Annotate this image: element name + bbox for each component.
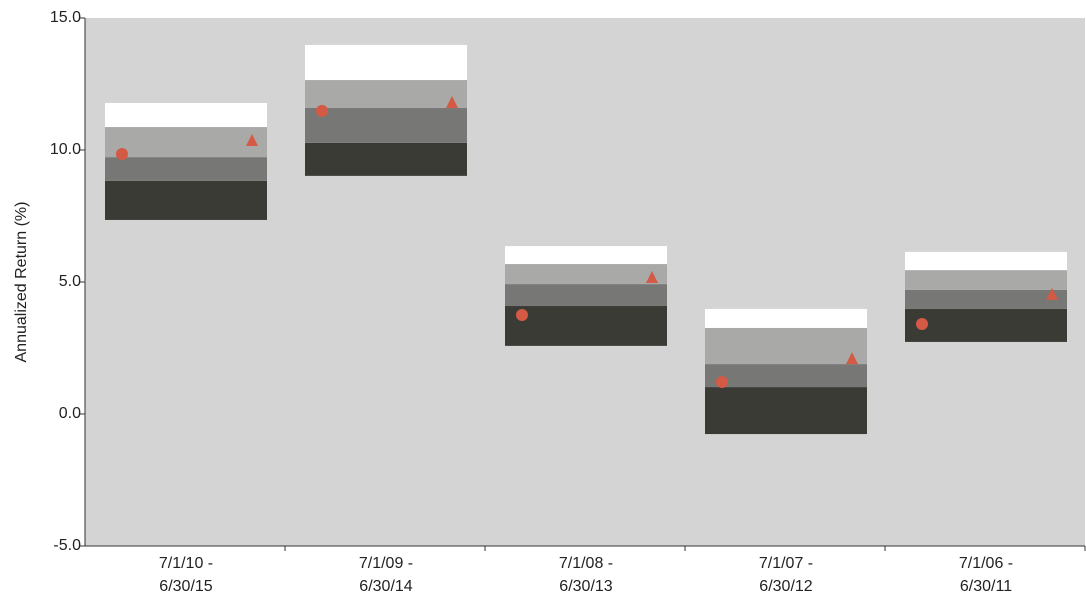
triangle-marker: [846, 352, 858, 365]
range-band: [505, 284, 667, 307]
axis-frame: [84, 18, 1085, 547]
x-tick-label: 6/30/13: [559, 578, 612, 595]
range-band: [905, 308, 1067, 342]
circle-marker: [716, 376, 728, 389]
circle-marker: [516, 309, 528, 321]
y-tick-label: -5.0: [53, 537, 81, 554]
y-tick-label: 10.0: [50, 141, 81, 158]
x-tick-label: 6/30/11: [960, 578, 1012, 595]
range-band: [905, 251, 1067, 271]
x-tick-label: 6/30/12: [759, 578, 812, 595]
y-tick-label: 0.0: [59, 405, 81, 422]
range-band: [705, 364, 867, 388]
range-band: [105, 127, 267, 158]
range-band: [305, 142, 467, 176]
range-band: [705, 387, 867, 435]
x-tick-label: 7/1/08 -: [559, 555, 613, 572]
range-band: [105, 103, 267, 128]
triangle-marker: [246, 134, 258, 147]
range-band: [305, 44, 467, 81]
triangle-marker: [646, 271, 658, 284]
range-band: [705, 308, 867, 328]
range-band: [305, 108, 467, 143]
range-band: [905, 270, 1067, 290]
circle-marker: [316, 104, 328, 117]
x-tick-label: 6/30/15: [159, 578, 212, 595]
x-tick-label: 7/1/07 -: [759, 555, 813, 572]
triangle-marker: [446, 96, 458, 109]
range-band: [505, 306, 667, 346]
range-band: [505, 264, 667, 285]
x-tick-label: 7/1/09 -: [359, 555, 413, 572]
y-axis-label: Annualized Return (%): [13, 202, 30, 363]
x-tick-label: 7/1/06 -: [959, 555, 1013, 572]
x-tick-label: 7/1/10 -: [159, 555, 213, 572]
y-tick-label: 15.0: [50, 9, 81, 26]
y-tick-label: 5.0: [59, 273, 81, 290]
triangle-marker: [1046, 287, 1058, 300]
circle-marker: [916, 317, 928, 330]
circle-marker: [116, 147, 128, 160]
range-band: [305, 80, 467, 109]
range-band: [105, 157, 267, 181]
range-band: [105, 180, 267, 220]
range-band: [505, 246, 667, 265]
range-band: [905, 289, 1067, 309]
range-band: [705, 327, 867, 365]
x-tick-label: 6/30/14: [359, 578, 412, 595]
